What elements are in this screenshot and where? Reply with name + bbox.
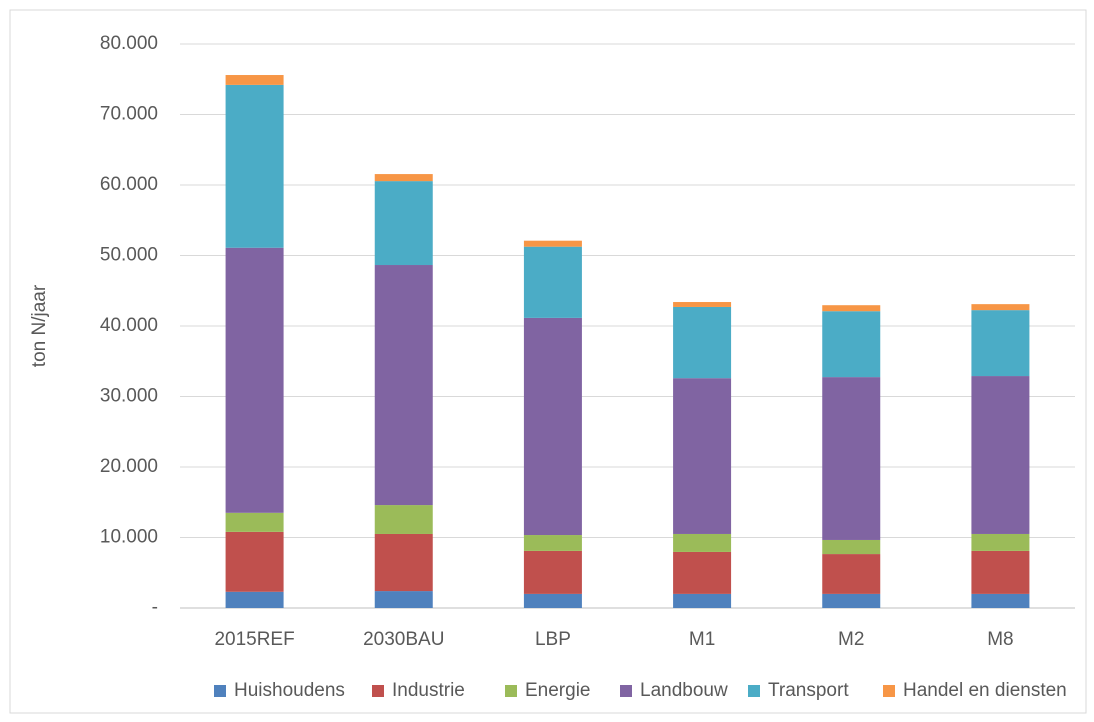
x-tick-label: M8 (987, 629, 1013, 650)
y-tick-label: 50.000 (100, 245, 158, 266)
legend-swatch (372, 685, 384, 697)
y-tick-label: 60.000 (100, 174, 158, 195)
bar-segment (523, 535, 582, 551)
bar-segment (225, 531, 284, 592)
bar-segment (523, 246, 582, 318)
y-tick-label: - (152, 597, 158, 618)
legend-label: Landbouw (640, 680, 728, 701)
bar-segment (673, 302, 732, 307)
legend-label: Industrie (392, 680, 465, 701)
bar-segment (822, 593, 881, 608)
bar-segment (225, 512, 284, 532)
bar-segment (971, 533, 1030, 551)
bar-segment (374, 181, 433, 266)
bar-segment (225, 75, 284, 85)
legend-swatch (620, 685, 632, 697)
y-tick-label: 20.000 (100, 456, 158, 477)
bar-segment (673, 306, 732, 379)
legend-label: Transport (768, 680, 849, 701)
bar-segment (374, 265, 433, 506)
legend-label: Energie (525, 680, 591, 701)
bar-segment (822, 311, 881, 378)
bar-segment (971, 304, 1030, 311)
bar-segment (971, 593, 1030, 608)
x-tick-label: M2 (838, 629, 864, 650)
bar-segment (225, 84, 284, 248)
bar-segment (374, 591, 433, 608)
y-tick-label: 40.000 (100, 315, 158, 336)
bar-segment (523, 317, 582, 536)
y-axis-label: ton N/jaar (29, 284, 50, 367)
bar-segment (822, 305, 881, 312)
bar-segment (523, 550, 582, 594)
bar-segment (971, 376, 1030, 534)
bar-segment (673, 593, 732, 608)
bar-segment (971, 550, 1030, 594)
y-tick-label: 70.000 (100, 104, 158, 125)
legend-swatch (214, 685, 226, 697)
bar-segment (822, 554, 881, 594)
bar-segment (523, 593, 582, 608)
bar-segment (673, 533, 732, 552)
bar-segment (822, 377, 881, 540)
bar-segment (225, 247, 284, 513)
bar-segment (374, 505, 433, 534)
x-tick-label: M1 (689, 629, 715, 650)
bar-segment (523, 240, 582, 247)
x-tick-label: 2015REF (214, 629, 294, 650)
y-tick-label: 80.000 (100, 33, 158, 54)
bar-segment (673, 378, 732, 534)
legend-label: Handel en diensten (903, 680, 1067, 701)
bar-segment (822, 539, 881, 555)
x-tick-label: LBP (535, 629, 571, 650)
legend-swatch (505, 685, 517, 697)
bar-segment (374, 533, 433, 592)
bar-segment (673, 551, 732, 594)
bar-segment (225, 591, 284, 608)
y-tick-label: 10.000 (100, 527, 158, 548)
legend-swatch (883, 685, 895, 697)
bar-segment (971, 310, 1030, 377)
bar-segment (374, 174, 433, 182)
legend-swatch (748, 685, 760, 697)
x-tick-label: 2030BAU (363, 629, 444, 650)
y-tick-label: 30.000 (100, 386, 158, 407)
legend-label: Huishoudens (234, 680, 345, 701)
